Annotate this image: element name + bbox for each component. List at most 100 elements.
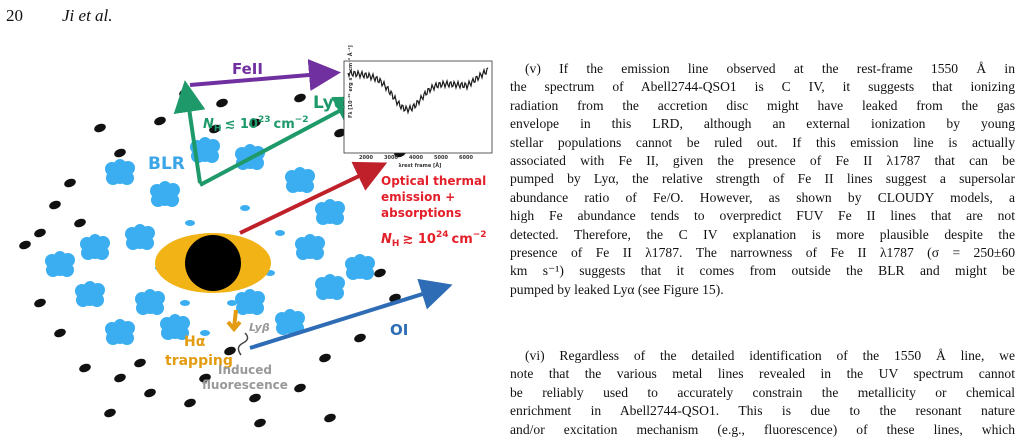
gas-cloud	[315, 274, 345, 300]
dust-clump	[334, 128, 346, 138]
text-line: note that the various metal lines reveal…	[510, 366, 1015, 382]
cloud-part	[316, 211, 330, 225]
label: ≳ 10	[402, 232, 436, 247]
dust-clump	[209, 124, 221, 134]
arrow	[226, 309, 242, 333]
cloud-part	[199, 137, 211, 149]
cloud-part	[346, 266, 360, 280]
dust-clump	[224, 346, 236, 356]
dust-clump	[294, 93, 306, 103]
cloud-part	[140, 236, 154, 250]
cloud-part	[161, 326, 175, 340]
dust-clump	[216, 98, 228, 108]
arrow	[249, 278, 453, 350]
dust-clump	[74, 218, 86, 228]
label: BLR	[148, 154, 185, 174]
cloud-part	[304, 234, 316, 246]
small-cloud	[227, 300, 237, 306]
arrow	[237, 332, 249, 356]
inset-tick-label: 2000	[359, 155, 373, 161]
gas-cloud	[80, 234, 110, 260]
inset-tick-label: 6000	[459, 155, 473, 161]
label: NH ≲ 1023 cm−2	[203, 115, 309, 134]
label: 24	[436, 230, 449, 240]
dust-clump	[104, 408, 116, 418]
cloud-part	[60, 263, 74, 277]
dust-clump	[354, 333, 366, 343]
cloud-part	[330, 211, 344, 225]
inset-x-label: λrest frame [Å]	[399, 162, 442, 169]
inset-y-label: Fλ [10⁻²⁰ erg s⁻¹ cm⁻² Å⁻¹]	[347, 45, 354, 118]
cloud-part	[324, 199, 336, 211]
label: NH ≳ 1024 cm−2	[381, 230, 487, 249]
dust-clump	[34, 228, 46, 238]
cloud-part	[175, 326, 189, 340]
cloud-part	[294, 167, 306, 179]
cloud-part	[360, 266, 374, 280]
cloud-part	[165, 193, 179, 207]
small-cloud	[185, 220, 195, 226]
cloud-part	[205, 149, 219, 163]
figure: FeII Lyα NH ≲ 1023 cm−2 BLR Optical therma…	[19, 45, 493, 428]
label: ≲ 10	[224, 117, 258, 132]
label: N	[381, 232, 392, 247]
small-cloud	[275, 230, 285, 236]
label: cm	[451, 232, 472, 247]
cloud-part	[90, 293, 104, 307]
dust-clump	[154, 116, 166, 126]
cloud-part	[296, 246, 310, 260]
cloud-part	[81, 246, 95, 260]
text-line: high Fe abundance tends to overpredict F…	[510, 208, 1015, 224]
cloud-part	[54, 251, 66, 263]
text-line: pumped by leaked Lyα (see Figure 15).	[510, 281, 724, 297]
label: Optical thermal	[381, 174, 486, 188]
gas-cloud	[135, 289, 165, 315]
dust-clump	[49, 200, 61, 210]
dust-clump	[79, 363, 91, 373]
dust-clump	[34, 298, 46, 308]
cloud-part	[151, 193, 165, 207]
cloud-part	[84, 281, 96, 293]
gas-cloud	[75, 281, 105, 307]
dust-clump	[144, 388, 156, 398]
cloud-part	[310, 246, 324, 260]
gas-cloud	[105, 319, 135, 345]
label: H	[392, 239, 400, 249]
arrow	[189, 59, 341, 91]
page-number: 20	[6, 6, 23, 25]
cloud-part	[324, 274, 336, 286]
label: cm	[273, 117, 294, 132]
arrow	[199, 96, 368, 187]
arrow	[239, 161, 388, 235]
cloud-part	[236, 301, 250, 315]
cloud-part	[126, 236, 140, 250]
black-hole	[185, 235, 241, 291]
gas-cloud	[105, 159, 135, 185]
cloud-part	[46, 263, 60, 277]
cloud-part	[316, 286, 330, 300]
text-line: associated with Fe II, given the presenc…	[510, 153, 1015, 168]
label: fluorescence	[202, 378, 288, 392]
cloud-part	[150, 301, 164, 315]
label: absorptions	[381, 206, 461, 220]
dust-clump	[249, 393, 261, 403]
dust-clump	[94, 123, 106, 133]
small-cloud	[240, 205, 250, 211]
cloud-part	[114, 319, 126, 331]
text-line: the spectrum of Abell2744-QSO1 is C IV, …	[510, 79, 1015, 95]
cloud-part	[144, 289, 156, 301]
text-line: (vi) Regardless of the detailed identifi…	[525, 348, 1015, 363]
dust-clump	[54, 328, 66, 338]
cloud-part	[106, 171, 120, 185]
cloud-part	[300, 179, 314, 193]
text-line: pumped by Lyα, the relative strength of …	[510, 171, 1015, 187]
cloud-part	[354, 254, 366, 266]
label: emission +	[381, 190, 455, 204]
dust-clump	[114, 148, 126, 158]
dust-clump	[324, 413, 336, 423]
dust-clump	[249, 118, 261, 128]
text-line: presence of Fe II λ1787. The narrowness …	[510, 245, 1015, 260]
label: −2	[473, 230, 487, 240]
dust-clump	[374, 268, 386, 278]
